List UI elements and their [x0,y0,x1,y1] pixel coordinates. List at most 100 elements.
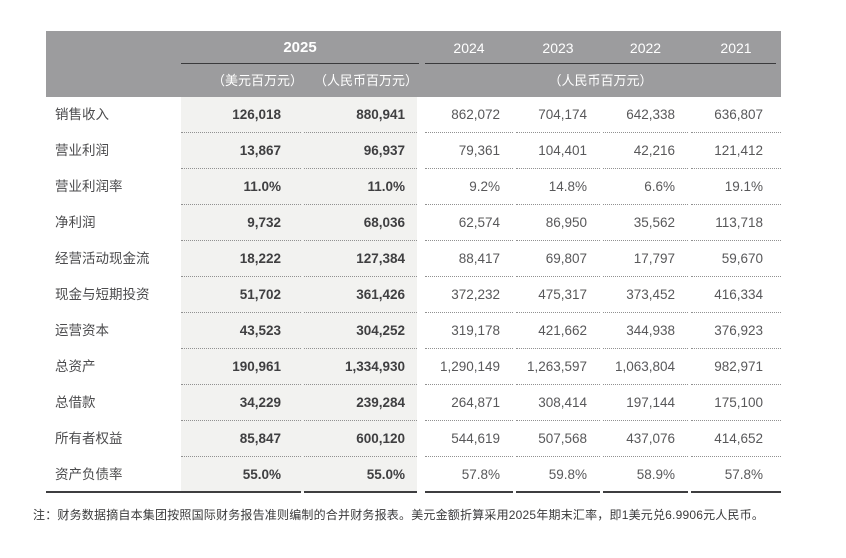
highlight-column-2025-background [181,97,417,492]
value-2025-usd: 43,523 [181,313,301,349]
value-2025-rmb: 68,036 [304,205,417,241]
value-2025-rmb: 127,384 [304,241,417,277]
table-row: 净利润 9,732 68,036 62,574 86,950 35,562 11… [46,205,781,241]
value-2021: 113,718 [691,205,781,241]
unit-header-rmb-millions-2025: （人民币百万元） [313,73,418,88]
value-2024: 319,178 [425,313,513,349]
column-header-2021: 2021 [720,40,752,56]
value-2024: 264,871 [425,385,513,421]
table-row: 销售收入 126,018 880,941 862,072 704,174 642… [46,97,781,133]
value-2022: 1,063,804 [603,349,688,385]
value-2023: 59.8% [516,457,600,493]
value-2025-rmb: 1,334,930 [304,349,417,385]
table-row: 经营活动现金流 18,222 127,384 88,417 69,807 17,… [46,241,781,277]
table-row: 资产负债率 55.0% 55.0% 57.8% 59.8% 58.9% 57.8… [46,457,781,493]
row-label: 经营活动现金流 [55,251,150,266]
value-2024: 57.8% [425,457,513,493]
value-2023: 86,950 [516,205,600,241]
row-label: 所有者权益 [55,431,123,446]
value-2022: 344,938 [603,313,688,349]
value-2024: 9.2% [425,169,513,205]
value-2021: 19.1% [691,169,781,205]
value-2025-rmb: 239,284 [304,385,417,421]
value-2021: 57.8% [691,457,781,493]
value-2025-rmb: 880,941 [304,97,417,133]
value-2025-rmb: 11.0% [304,169,417,205]
unit-header-usd-millions: （美元百万元） [211,73,303,88]
value-2025-usd: 13,867 [181,133,301,169]
value-2022: 35,562 [603,205,688,241]
value-2025-usd: 51,702 [181,277,301,313]
value-2021: 414,652 [691,421,781,457]
header-underline-years [425,63,776,64]
column-header-2022: 2022 [629,40,662,56]
value-2022: 17,797 [603,241,688,277]
value-2023: 421,662 [516,313,600,349]
value-2025-usd: 34,229 [181,385,301,421]
value-2023: 14.8% [516,169,600,205]
value-2021: 636,807 [691,97,781,133]
row-label: 营业利润 [55,143,109,158]
value-2022: 58.9% [603,457,688,493]
value-2021: 59,670 [691,241,781,277]
row-label: 总资产 [55,359,96,374]
row-label: 销售收入 [55,107,109,122]
header-underline-2025 [181,63,419,64]
value-2025-rmb: 600,120 [304,421,417,457]
value-2024: 62,574 [425,205,513,241]
value-2025-rmb: 361,426 [304,277,417,313]
value-2022: 642,338 [603,97,688,133]
table-row: 运营资本 43,523 304,252 319,178 421,662 344,… [46,313,781,349]
value-2025-usd: 126,018 [181,97,301,133]
value-2021: 982,971 [691,349,781,385]
column-header-2025: 2025 [283,39,317,56]
value-2023: 308,414 [516,385,600,421]
value-2025-rmb: 55.0% [304,457,417,493]
column-header-2024: 2024 [453,40,485,56]
table-row: 总资产 190,961 1,334,930 1,290,149 1,263,59… [46,349,781,385]
row-label: 资产负债率 [46,457,181,493]
value-2023: 1,263,597 [516,349,600,385]
value-2025-usd: 190,961 [181,349,301,385]
table-row: 所有者权益 85,847 600,120 544,619 507,568 437… [46,421,781,457]
footnote: 注：财务数据摘自本集团按照国际财务报告准则编制的合并财务报表。美元金额折算采用2… [33,508,765,522]
value-2024: 88,417 [425,241,513,277]
value-2021: 416,334 [691,277,781,313]
table-header: 2025 2024 2023 2022 2021 （美元百万元） （人民币百万元… [46,31,781,97]
value-2022: 437,076 [603,421,688,457]
row-label: 总借款 [55,395,96,410]
value-2021: 376,923 [691,313,781,349]
value-2024: 544,619 [425,421,513,457]
value-2021: 121,412 [691,133,781,169]
value-2024: 862,072 [425,97,513,133]
value-2024: 1,290,149 [425,349,513,385]
table-body: 销售收入 126,018 880,941 862,072 704,174 642… [46,97,781,493]
value-2023: 507,568 [516,421,600,457]
value-2025-rmb: 304,252 [304,313,417,349]
value-2025-usd: 55.0% [181,457,301,493]
column-header-2023: 2023 [542,40,574,56]
value-2022: 197,144 [603,385,688,421]
table-row: 营业利润率 11.0% 11.0% 9.2% 14.8% 6.6% 19.1% [46,169,781,205]
row-label: 营业利润率 [55,179,123,194]
value-2025-rmb: 96,937 [304,133,417,169]
table-row: 营业利润 13,867 96,937 79,361 104,401 42,216… [46,133,781,169]
value-2022: 373,452 [603,277,688,313]
value-2023: 69,807 [516,241,600,277]
value-2023: 475,317 [516,277,600,313]
value-2022: 42,216 [603,133,688,169]
value-2025-usd: 18,222 [181,241,301,277]
table-row: 现金与短期投资 51,702 361,426 372,232 475,317 3… [46,277,781,313]
value-2021: 175,100 [691,385,781,421]
row-label: 现金与短期投资 [55,287,150,302]
value-2025-usd: 9,732 [181,205,301,241]
unit-header-rmb-millions-years: （人民币百万元） [548,73,653,88]
value-2023: 704,174 [516,97,600,133]
value-2025-usd: 85,847 [181,421,301,457]
value-2023: 104,401 [516,133,600,169]
row-label: 净利润 [55,215,96,230]
table-row: 总借款 34,229 239,284 264,871 308,414 197,1… [46,385,781,421]
value-2025-usd: 11.0% [181,169,301,205]
value-2024: 372,232 [425,277,513,313]
value-2022: 6.6% [603,169,688,205]
